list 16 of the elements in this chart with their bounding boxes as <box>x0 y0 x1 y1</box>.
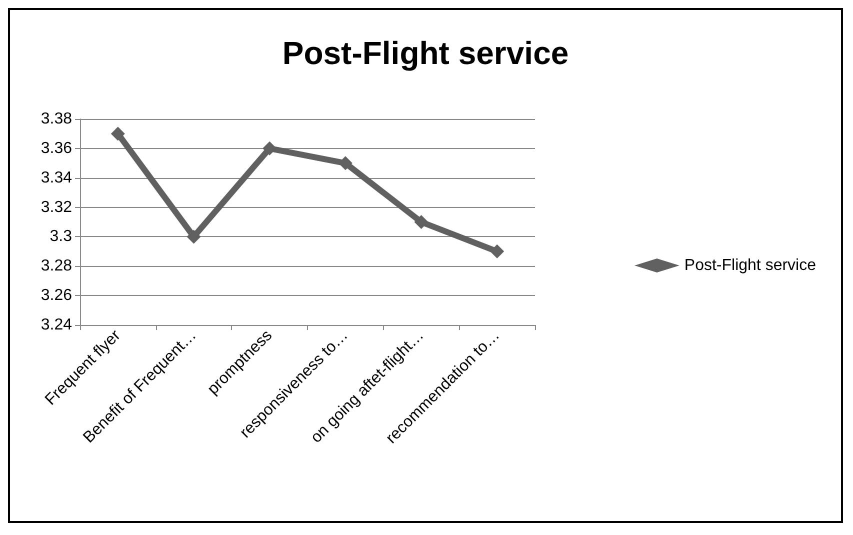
point <box>110 126 125 141</box>
chart-title: Post-Flight service <box>282 35 569 71</box>
legend-label: Post-Flight service <box>684 257 816 274</box>
y-tick-label: 3.32 <box>40 198 72 216</box>
point <box>186 230 201 244</box>
y-tick-label: 3.38 <box>40 110 72 128</box>
point <box>262 141 277 156</box>
point <box>414 215 428 229</box>
point <box>490 244 504 258</box>
point <box>338 156 352 170</box>
y-tick-label: 3.36 <box>40 140 72 157</box>
y-tick-label: 3.28 <box>40 258 72 275</box>
y-tick-label: 3.34 <box>40 169 72 186</box>
y-tick-label: 3.3 <box>50 228 72 246</box>
y-tick-label: 3.24 <box>40 316 72 334</box>
y-tick-label: 3.26 <box>40 287 72 304</box>
